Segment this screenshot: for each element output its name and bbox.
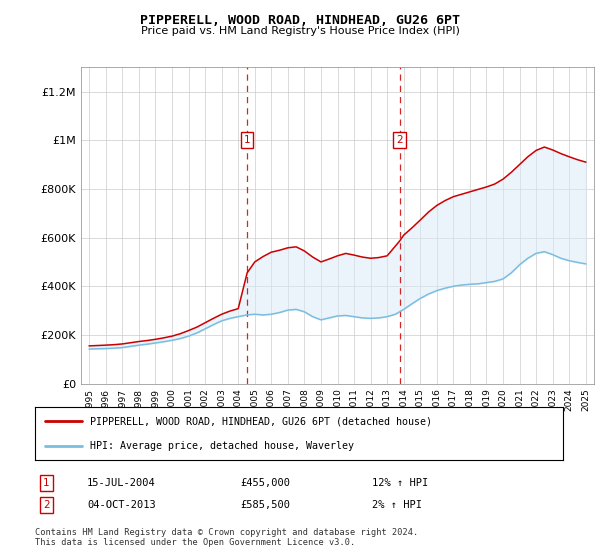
Text: 2% ↑ HPI: 2% ↑ HPI [372, 500, 422, 510]
Text: 12% ↑ HPI: 12% ↑ HPI [372, 478, 428, 488]
Text: 2: 2 [396, 135, 403, 145]
Text: 04-OCT-2013: 04-OCT-2013 [87, 500, 156, 510]
Text: £455,000: £455,000 [240, 478, 290, 488]
Text: 1: 1 [244, 135, 250, 145]
Text: Contains HM Land Registry data © Crown copyright and database right 2024.
This d: Contains HM Land Registry data © Crown c… [35, 528, 418, 547]
Text: 15-JUL-2004: 15-JUL-2004 [87, 478, 156, 488]
Text: PIPPERELL, WOOD ROAD, HINDHEAD, GU26 6PT (detached house): PIPPERELL, WOOD ROAD, HINDHEAD, GU26 6PT… [90, 417, 432, 427]
Text: Price paid vs. HM Land Registry's House Price Index (HPI): Price paid vs. HM Land Registry's House … [140, 26, 460, 36]
Text: 2: 2 [43, 500, 50, 510]
Text: HPI: Average price, detached house, Waverley: HPI: Average price, detached house, Wave… [90, 441, 354, 451]
Text: 1: 1 [43, 478, 50, 488]
Text: £585,500: £585,500 [240, 500, 290, 510]
Text: PIPPERELL, WOOD ROAD, HINDHEAD, GU26 6PT: PIPPERELL, WOOD ROAD, HINDHEAD, GU26 6PT [140, 14, 460, 27]
